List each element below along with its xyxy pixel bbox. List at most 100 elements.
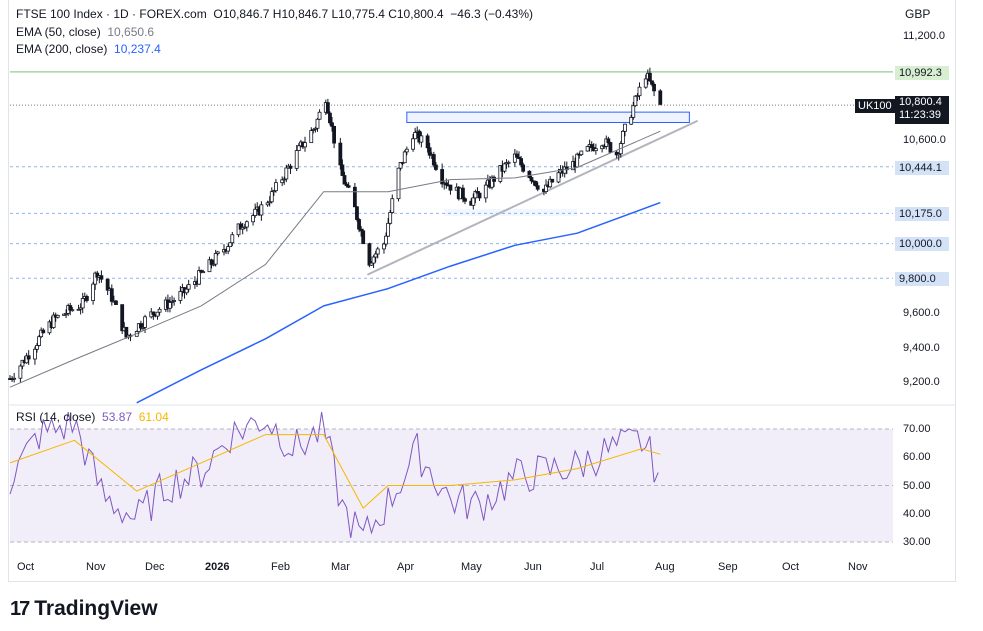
candle-up	[265, 202, 270, 206]
candle-down	[114, 300, 118, 305]
candle-down	[535, 185, 540, 190]
candle-up	[369, 262, 374, 266]
candle-up	[274, 182, 278, 192]
candle-up	[269, 191, 274, 203]
candle-down	[26, 355, 31, 360]
candle-up	[419, 135, 424, 143]
support-level-label: 10,444.1	[895, 161, 949, 175]
candle-down	[650, 80, 654, 85]
resistance-level-label: 10,992.3	[895, 66, 949, 80]
price-tick: 9,200.0	[903, 376, 940, 388]
candle-up	[396, 167, 401, 200]
candle-up	[226, 246, 231, 252]
ema200-line	[136, 201, 661, 404]
candle-down	[346, 185, 351, 188]
rsi-tick: 40.00	[903, 508, 931, 520]
candle-up	[215, 251, 220, 254]
ema50-label: EMA (50, close)	[16, 25, 101, 39]
candle-up	[143, 316, 147, 328]
candle-up	[76, 308, 81, 311]
candle-up	[172, 300, 177, 302]
legend-ema200[interactable]: EMA (200, close) 10,237.4	[16, 42, 161, 56]
candle-up	[498, 165, 503, 182]
candle-up	[184, 288, 189, 294]
candle-up	[201, 271, 206, 274]
candle-up	[12, 377, 17, 380]
candle-down	[124, 326, 129, 338]
candle-down	[517, 156, 521, 159]
candle-down	[515, 153, 519, 158]
candle-down	[648, 72, 652, 82]
candle-up	[593, 148, 598, 152]
candle-down	[359, 228, 364, 232]
candle-down	[328, 112, 332, 124]
time-tick: Jun	[524, 561, 542, 573]
candle-down	[529, 177, 534, 182]
candle-down	[95, 272, 100, 278]
candle-up	[228, 242, 233, 248]
candle-up	[635, 95, 640, 98]
time-tick: Oct	[782, 561, 800, 573]
rsi-label: RSI (14, close)	[16, 410, 96, 424]
tradingview-wordmark: TradingView	[34, 597, 158, 620]
candle-down	[68, 305, 73, 311]
candle-up	[556, 172, 561, 183]
time-tick: Feb	[271, 561, 290, 573]
candle-up	[80, 298, 85, 309]
candle-up	[20, 359, 25, 367]
candle-up	[33, 348, 37, 360]
candle-up	[91, 283, 96, 301]
candle-up	[284, 167, 289, 180]
candle-down	[431, 154, 436, 166]
time-tick: Oct	[17, 561, 35, 573]
price-tick: 10,600.0	[903, 134, 946, 146]
candle-down	[109, 288, 114, 302]
candle-up	[35, 345, 39, 350]
candle-down	[606, 138, 611, 143]
currency-label[interactable]: GBP	[905, 7, 931, 21]
candle-up	[37, 336, 41, 346]
level-label: 9,800.0	[895, 272, 949, 286]
rsi-line	[9, 412, 659, 538]
candle-up	[251, 215, 255, 223]
candle-up	[585, 146, 590, 152]
candle-up	[631, 105, 636, 118]
candle-down	[340, 164, 345, 176]
candle-down	[477, 192, 482, 199]
candle-down	[444, 182, 449, 186]
candle-down	[288, 165, 293, 169]
rsi-tick: 50.00	[903, 480, 931, 492]
symbol-title[interactable]: FTSE 100 Index · 1D · FOREX.com	[16, 7, 207, 21]
candle-down	[332, 125, 337, 144]
candle-up	[506, 161, 511, 164]
candle-up	[620, 130, 625, 144]
tradingview-logo[interactable]: 17 TradingView	[10, 597, 158, 621]
trendline	[366, 119, 699, 276]
bar-countdown: 11:23:39	[899, 109, 942, 121]
candle-down	[361, 230, 366, 245]
legend-rsi[interactable]: RSI (14, close) 53.87 61.04	[16, 410, 169, 424]
candle-down	[151, 311, 156, 315]
legend-ema50[interactable]: EMA (50, close) 10,650.6	[16, 25, 154, 39]
candle-up	[51, 314, 56, 328]
candle-down	[342, 175, 347, 185]
candle-up	[296, 145, 301, 151]
candle-up	[253, 208, 258, 216]
symbol-tag: UK100	[855, 99, 895, 113]
candle-up	[259, 204, 264, 216]
candle-up	[18, 365, 23, 379]
rsi-tick: 70.00	[903, 423, 931, 435]
candle-up	[155, 311, 160, 317]
candle-up	[197, 270, 201, 285]
candle-up	[411, 138, 415, 150]
price-tick: 11,200.0	[903, 30, 946, 42]
candle-up	[398, 161, 403, 169]
candle-down	[209, 259, 214, 265]
time-tick: Jul	[590, 561, 605, 573]
candle-up	[375, 248, 380, 255]
candle-up	[388, 212, 393, 224]
candle-down	[138, 323, 143, 329]
zone-box	[406, 111, 690, 124]
candle-down	[238, 223, 243, 230]
